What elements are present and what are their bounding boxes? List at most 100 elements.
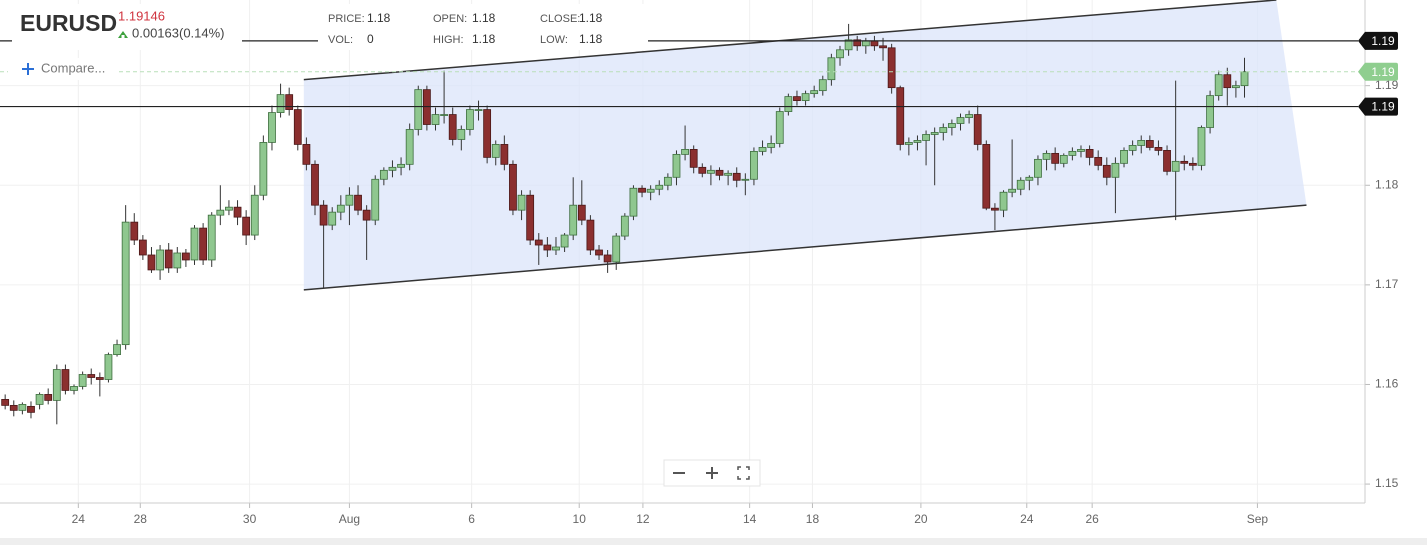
candle-body [1068, 150, 1077, 156]
candle-body [1016, 179, 1025, 190]
candle-body [715, 169, 724, 176]
price-tag [1358, 62, 1398, 81]
candle-body [44, 394, 53, 401]
candle-body [371, 178, 380, 221]
candle-body [483, 109, 492, 158]
candle-body [526, 194, 535, 241]
info-label: VOL: [328, 34, 353, 46]
candle-body [1171, 160, 1180, 172]
candle-body [922, 134, 930, 141]
candle-body [431, 114, 440, 125]
candle-body [552, 246, 560, 251]
candle-body [1, 399, 10, 406]
plus-icon[interactable] [22, 63, 34, 75]
compare-bg[interactable] [8, 58, 118, 80]
x-tick-label: 28 [134, 512, 148, 526]
candle-body [543, 244, 552, 251]
candle-body [379, 169, 388, 180]
candle-body [147, 254, 156, 271]
compare[interactable]: Compare... [41, 60, 105, 75]
candle-body [698, 166, 707, 174]
candle-body [595, 249, 603, 256]
candle-body [612, 235, 621, 263]
candle-body [629, 187, 638, 217]
info-value: 1.18 [472, 32, 496, 46]
candle-body [302, 144, 311, 165]
x-tick-label: 12 [636, 512, 650, 526]
candle-body [27, 405, 35, 413]
candle-body [95, 377, 104, 380]
change: 0.00163(0.14%) [132, 25, 225, 40]
candle-body [904, 142, 913, 145]
candle-body [268, 112, 276, 143]
symbol: EURUSD [20, 10, 117, 36]
candle-body [293, 109, 302, 145]
candle-body [810, 90, 819, 95]
candle-body [1154, 147, 1163, 151]
candle-body [1206, 95, 1214, 128]
price-tag-label: 1.19 [1371, 100, 1395, 114]
price-tag-label: 1.19 [1371, 65, 1395, 79]
candle-body [1025, 176, 1034, 181]
candle-body [61, 369, 70, 391]
candle-body [319, 204, 328, 226]
candle-body [517, 194, 526, 211]
candle-body [1111, 162, 1120, 178]
candle-body [724, 172, 733, 176]
candle-body [1034, 158, 1042, 178]
candle-body [35, 394, 44, 405]
fullscreen[interactable] [737, 466, 750, 480]
candle-body [440, 114, 448, 116]
channel-line [303, 0, 1277, 81]
header-bg [12, 4, 242, 50]
candle-body [328, 211, 337, 226]
candle-body [930, 132, 939, 135]
candle-body [509, 163, 517, 211]
candle-body [225, 206, 233, 211]
candle-body [130, 221, 139, 241]
x-tick-label: Sep [1247, 512, 1269, 526]
info-value: 1.18 [579, 32, 603, 46]
candle-body [1137, 140, 1146, 146]
candle-body [405, 129, 414, 165]
info-value: 0 [367, 32, 374, 46]
candle-body [663, 176, 672, 186]
candle-body [87, 374, 96, 378]
candle-body [500, 144, 509, 165]
candle-body [646, 188, 655, 193]
candle-body [1094, 156, 1103, 166]
candle-body [801, 93, 810, 102]
y-tick-label: 1.19 [1375, 78, 1399, 92]
candle-body [1077, 149, 1085, 152]
candle-body [784, 96, 793, 112]
candle-body [991, 207, 999, 211]
candle-body [1128, 145, 1137, 151]
y-tick-label: 1.16 [1375, 377, 1399, 391]
candle-body [1102, 164, 1111, 178]
candle-body [173, 252, 182, 269]
info-label: PRICE: [328, 13, 365, 25]
candle-body [1188, 162, 1197, 166]
info-label: LOW: [540, 34, 568, 46]
candle-body [870, 40, 879, 47]
zoom-controls [663, 459, 761, 487]
candle-body [560, 234, 569, 248]
y-tick-label: 1.15 [1375, 476, 1399, 490]
candle-body [233, 206, 242, 218]
y-tick-label: 1.18 [1375, 177, 1399, 191]
candle-body [18, 403, 27, 411]
candle-body [138, 239, 147, 256]
up-arrow [118, 31, 128, 38]
candle-body [182, 252, 190, 261]
candle-body [311, 163, 319, 206]
candle-body [354, 194, 362, 211]
candle-body [672, 153, 681, 178]
candle-body [681, 149, 689, 155]
candle-body [474, 109, 483, 111]
candle-body [1240, 71, 1249, 87]
price-tag-label: 1.19 [1371, 34, 1395, 48]
candle-body [397, 163, 405, 168]
zoom-in[interactable] [706, 467, 718, 479]
candle-body [362, 209, 371, 221]
candle-body [655, 184, 664, 190]
